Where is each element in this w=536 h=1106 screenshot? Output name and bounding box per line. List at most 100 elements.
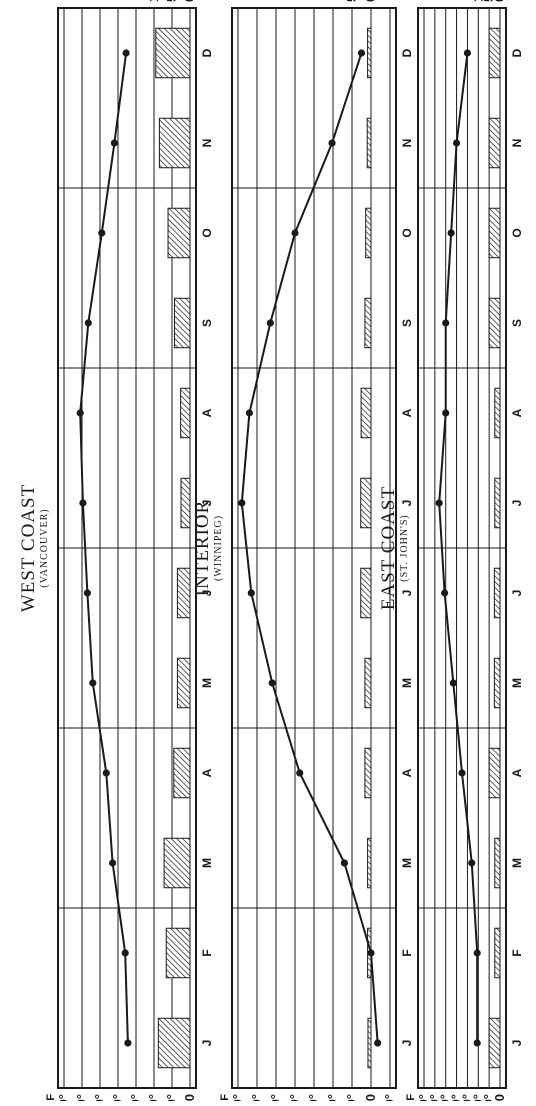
interior-temp-tick: 60°	[249, 1094, 264, 1101]
interior-temp-tick: -10°	[382, 1094, 397, 1101]
interior-temp-point	[268, 679, 276, 687]
west-coast-temp-tick: 20°	[146, 1094, 161, 1101]
west-coast-temp-point	[121, 949, 129, 957]
west-coast-temp-tick: 30°	[128, 1094, 143, 1101]
west-coast-month-label: M	[200, 678, 214, 688]
west-coast-temp-point	[89, 679, 97, 687]
interior-precip-bar	[364, 657, 372, 709]
east-coast-precip-bar	[488, 1017, 501, 1069]
interior-subtitle: (WINNIPEG)	[213, 515, 224, 581]
interior-precip-bar	[364, 297, 372, 349]
west-coast-month-label: J	[200, 590, 214, 597]
west-coast-panel: JFMAMJJASOND010°20°30°40°50°60°70°F05'10…	[18, 0, 214, 1106]
west-coast-temp-point	[79, 499, 87, 507]
east-coast-precip-tick: 0	[492, 0, 507, 2]
interior-precip-bar	[360, 477, 372, 529]
west-coast-month-label: J	[200, 1040, 214, 1047]
interior-month-label: A	[400, 408, 414, 417]
east-coast-month-label: J	[510, 500, 524, 507]
interior-panel: JFMAMJJASOND-10°010°20°30°40°50°60°70°F0…	[192, 0, 414, 1106]
west-coast-temp-tick: 70°	[56, 1094, 71, 1101]
west-coast-temp-point	[110, 139, 119, 147]
interior-title: INTERIOR	[192, 500, 213, 597]
west-coast-temp-point	[124, 1039, 132, 1047]
interior-temp-point	[296, 769, 304, 777]
west-coast-month-label: D	[200, 48, 214, 57]
interior-month-label: A	[400, 768, 414, 777]
east-coast-precip-bar	[494, 927, 501, 979]
west-coast-temp-point	[76, 409, 84, 417]
interior-temp-point	[238, 499, 246, 507]
east-coast-precip-bar	[488, 747, 501, 799]
east-coast-month-label: F	[510, 949, 524, 956]
east-coast-precip-bar	[488, 207, 501, 259]
east-coast-precip-bar	[493, 657, 501, 709]
interior-temp-tick: 50°	[268, 1094, 283, 1101]
west-coast-precip-bar	[158, 117, 191, 169]
east-coast-precip-bar	[493, 567, 501, 619]
west-coast-temp-point	[83, 589, 91, 597]
interior-temp-point	[367, 949, 375, 957]
interior-temp-line	[240, 52, 379, 1044]
west-coast-temp-tick: 60°	[74, 1094, 89, 1101]
west-coast-precip-tick: 0	[182, 0, 197, 2]
interior-precip-bar	[367, 27, 372, 79]
west-coast-precip-bar	[174, 297, 191, 349]
west-coast-temp-tick: 50°	[92, 1094, 107, 1101]
east-coast-month-label: O	[510, 228, 524, 237]
east-coast-month-label: D	[510, 48, 524, 57]
east-coast-temp-point	[442, 409, 450, 417]
west-coast-temp-point	[109, 859, 117, 867]
east-coast-month-label: M	[510, 678, 524, 688]
east-coast-temp-point	[473, 949, 481, 957]
east-coast-temp-point	[441, 589, 449, 597]
interior-temp-point	[291, 229, 299, 237]
interior-month-label: J	[400, 590, 414, 597]
interior-month-label: O	[400, 228, 414, 237]
west-coast-precip-bar	[180, 387, 191, 439]
east-coast-precip-bar	[494, 477, 501, 529]
interior-month-label: J	[400, 1040, 414, 1047]
west-coast-precip-bar	[167, 207, 191, 259]
west-coast-temp-tick: 10°	[164, 1094, 179, 1101]
east-coast-month-label: J	[510, 1040, 524, 1047]
interior-month-label: D	[400, 48, 414, 57]
west-coast-precip-tick: 10'	[146, 0, 161, 2]
east-coast-temp-point	[447, 229, 455, 237]
west-coast-month-label: O	[200, 228, 214, 237]
interior-month-label: J	[400, 500, 414, 507]
east-coast-temp-tick: 70°	[416, 1094, 431, 1101]
interior-temp-tick: 70°	[230, 1094, 245, 1101]
west-coast-precip-tick: 5'	[164, 0, 179, 2]
interior-temp-point	[357, 49, 366, 57]
east-coast-precip-bar	[494, 387, 501, 439]
west-coast-precip-bar	[180, 477, 191, 529]
east-coast-month-label: M	[510, 858, 524, 868]
east-coast-temp-line	[438, 52, 479, 1043]
interior-temp-tick: 40°	[287, 1094, 302, 1101]
west-coast-temp-point	[122, 49, 130, 57]
east-coast-precip-bar	[488, 297, 501, 349]
interior-precip-bar	[367, 1017, 372, 1069]
west-coast-month-label: F	[200, 949, 214, 956]
west-coast-temp-point	[84, 319, 92, 327]
interior-temp-tick: 20°	[325, 1094, 340, 1101]
east-coast-month-label: A	[510, 408, 524, 417]
east-coast-temp-point	[452, 139, 461, 147]
west-coast-precip-bar	[157, 1017, 191, 1069]
interior-temp-tick: 0	[363, 1094, 378, 1101]
west-coast-title: WEST COAST	[18, 484, 39, 612]
east-coast-panel: JFMAMJJASOND010°20°30°40°50°60°70°F05'10…	[378, 0, 524, 1106]
interior-month-label: F	[400, 949, 414, 956]
west-coast-temp-tick: 40°	[110, 1094, 125, 1101]
east-coast-temp-unit: F	[405, 1094, 417, 1101]
interior-precip-bar	[360, 567, 372, 619]
east-coast-precip-tick: 10'	[470, 0, 485, 2]
interior-precip-bar	[365, 207, 372, 259]
west-coast-temp-tick: 0	[182, 1094, 197, 1101]
interior-temp-tick: 10°	[344, 1094, 359, 1101]
west-coast-month-label: S	[200, 319, 214, 327]
east-coast-title: EAST COAST	[378, 486, 399, 610]
east-coast-temp-point	[473, 1039, 481, 1047]
interior-temp-point	[374, 1039, 382, 1047]
